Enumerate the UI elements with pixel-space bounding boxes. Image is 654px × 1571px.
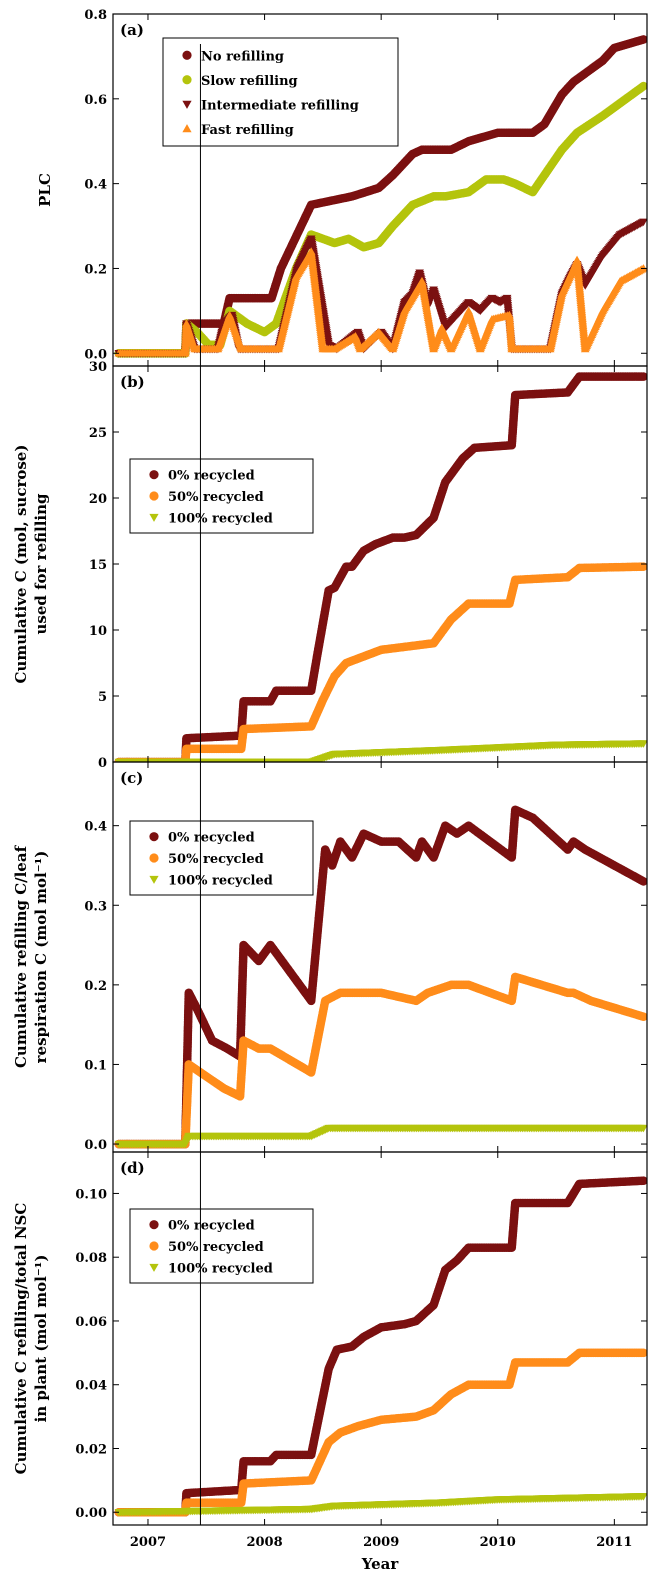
data-point: [639, 740, 647, 748]
legend-entry: 100% recycled: [149, 511, 273, 526]
data-point: [639, 1012, 647, 1021]
y-tick-label: 0.2: [84, 979, 107, 994]
plot-area: [114, 372, 647, 762]
y-tick-label: 0.0: [84, 347, 107, 362]
panel-c: 0.0 0.1 0.2 0.3 0.4 (c) Cumulative refilling C…: [12, 761, 648, 1153]
legend-entry: 50% recycled: [149, 490, 264, 505]
legend-label: 100% recycled: [168, 511, 273, 526]
legend-label: 50% recycled: [168, 490, 264, 505]
legend-marker: [149, 491, 159, 501]
legend-marker: [182, 124, 192, 133]
y-tick-label: 20: [89, 492, 107, 507]
y-tick-label: 10: [89, 624, 107, 639]
legend-label: 0% recycled: [168, 831, 255, 846]
legend-box: [129, 458, 314, 534]
legend-marker: [182, 100, 192, 109]
data-point: [639, 35, 647, 44]
legend-entry: 50% recycled: [149, 852, 264, 867]
panel-label: (b): [120, 373, 145, 391]
y-tick-label: 0.2: [84, 262, 107, 277]
legend-entry: Intermediate refilling: [182, 98, 359, 113]
y-tick-label: 15: [89, 558, 107, 573]
panel-a: 0.0 0.2 0.4 0.6 0.8 (a) PLC No refilling Slow re…: [36, 8, 648, 367]
y-tick-label: 30: [89, 360, 107, 375]
y-tick-label: 0.3: [84, 899, 107, 914]
y-tick-label: 0.8: [84, 8, 107, 23]
legend-label: Intermediate refilling: [201, 98, 359, 113]
y-axis-label: Cumulative refilling C/leaf respiration C…: [12, 844, 50, 1068]
data-point: [639, 218, 647, 227]
legend: 0% recycled 50% recycled 100% recycled: [129, 820, 314, 896]
series-50-recycled: [114, 972, 647, 1149]
legend-label: Fast refilling: [201, 123, 294, 138]
legend: 0% recycled 50% recycled 100% recycled: [129, 458, 314, 534]
legend-box: [129, 820, 314, 896]
data-point: [639, 264, 647, 272]
series-fast-refilling: [114, 247, 647, 357]
series-100-recycled: [114, 1124, 647, 1149]
y-axis-label: PLC: [36, 173, 54, 207]
y-tick-label: 0: [98, 756, 107, 771]
y-tick-label: 0.4: [84, 178, 107, 193]
data-point: [639, 877, 647, 886]
legend-entry: Slow refilling: [182, 74, 298, 89]
legend-entry: Fast refilling: [182, 123, 294, 138]
data-point: [639, 1124, 647, 1133]
data-point: [639, 372, 647, 381]
y-tick-label: 25: [89, 426, 107, 441]
legend-label: 0% recycled: [168, 469, 255, 484]
legend-marker: [149, 853, 159, 863]
y-tick-label: 0.1: [84, 1058, 107, 1073]
series-0-recycled: [114, 805, 647, 1149]
panel-d: 0.000.020.040.060.080.10(d)Cumulative C …: [12, 1151, 648, 1526]
series-100-recycled: [114, 740, 647, 762]
plot-area: [114, 805, 647, 1149]
legend-marker: [149, 513, 159, 522]
panel-label: (a): [120, 21, 144, 39]
legend: No refilling Slow refilling Intermediate r…: [162, 37, 399, 147]
y-tick-label: 0.4: [84, 820, 107, 835]
legend-marker: [182, 75, 192, 85]
y-tick-label: 0.0: [84, 1138, 107, 1153]
legend-label: 50% recycled: [168, 852, 264, 867]
y-tick-label: 0.6: [84, 93, 107, 108]
y-axis-label: Cumulative C (mol, sucrose) used for refi…: [12, 445, 50, 684]
axes-frame: [112, 365, 648, 763]
plot-area: [114, 1176, 647, 1517]
legend-entry: 0% recycled: [149, 831, 255, 846]
y-tick-label: 5: [98, 690, 107, 705]
legend-label: Slow refilling: [201, 74, 298, 89]
legend-marker: [149, 470, 159, 480]
series-0-recycled: [114, 372, 647, 762]
data-point: [639, 81, 647, 91]
legend-marker: [182, 50, 192, 60]
legend-entry: 0% recycled: [149, 469, 255, 484]
legend-marker: [149, 832, 159, 842]
legend-entry: 100% recycled: [149, 873, 273, 888]
legend-label: 100% recycled: [168, 873, 273, 888]
panel-label: (c): [120, 769, 143, 787]
legend-marker: [149, 875, 159, 884]
legend-entry: No refilling: [182, 49, 284, 64]
legend-label: No refilling: [201, 49, 284, 64]
legend-box: [162, 37, 399, 147]
plot-area: [114, 35, 647, 358]
panel-b: 0 5 10 15 20 25 30 (b) Cumulative C (mol, sucros…: [12, 360, 648, 771]
